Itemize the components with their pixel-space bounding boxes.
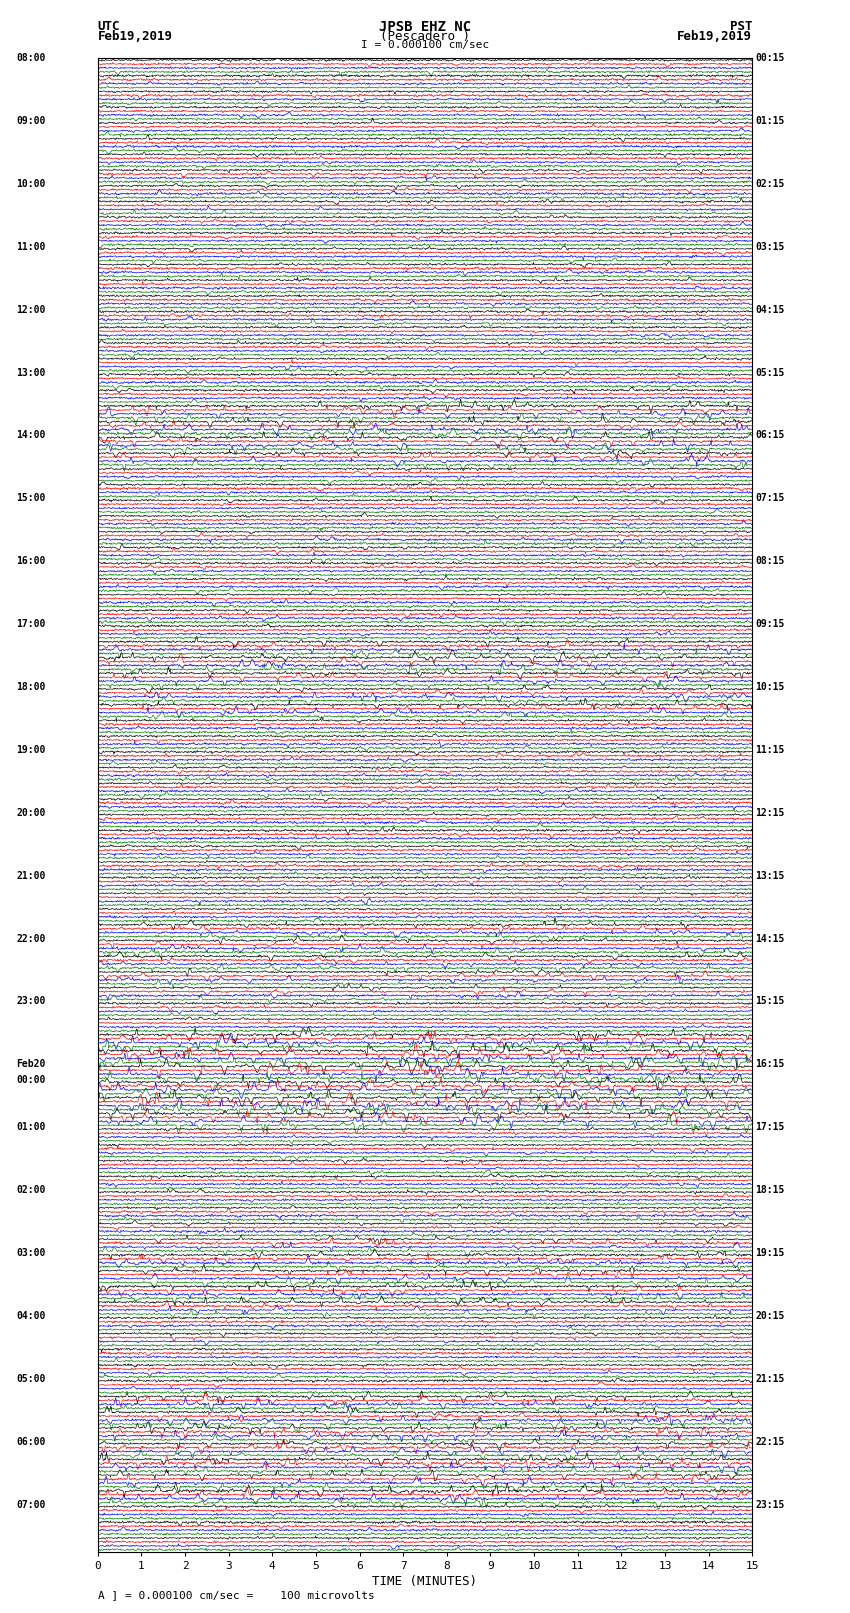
Text: 03:15: 03:15	[756, 242, 785, 252]
Text: 15:00: 15:00	[16, 494, 45, 503]
Text: 23:15: 23:15	[756, 1500, 785, 1510]
Text: 05:15: 05:15	[756, 368, 785, 377]
Text: 13:15: 13:15	[756, 871, 785, 881]
Text: 04:00: 04:00	[16, 1311, 45, 1321]
Text: 10:00: 10:00	[16, 179, 45, 189]
Text: A ] = 0.000100 cm/sec =    100 microvolts: A ] = 0.000100 cm/sec = 100 microvolts	[98, 1590, 375, 1600]
Text: 17:15: 17:15	[756, 1123, 785, 1132]
Text: Feb19,2019: Feb19,2019	[98, 31, 173, 44]
Text: 12:00: 12:00	[16, 305, 45, 315]
Text: 09:15: 09:15	[756, 619, 785, 629]
Text: 06:15: 06:15	[756, 431, 785, 440]
Text: 18:00: 18:00	[16, 682, 45, 692]
Text: 14:00: 14:00	[16, 431, 45, 440]
Text: (Pescadero ): (Pescadero )	[380, 31, 470, 44]
Text: 21:15: 21:15	[756, 1374, 785, 1384]
Text: 07:15: 07:15	[756, 494, 785, 503]
Text: JPSB EHZ NC: JPSB EHZ NC	[379, 19, 471, 34]
Text: 07:00: 07:00	[16, 1500, 45, 1510]
Text: 10:15: 10:15	[756, 682, 785, 692]
Text: 23:00: 23:00	[16, 997, 45, 1007]
Text: I = 0.000100 cm/sec: I = 0.000100 cm/sec	[361, 39, 489, 50]
Text: 02:15: 02:15	[756, 179, 785, 189]
Text: 20:15: 20:15	[756, 1311, 785, 1321]
Text: 14:15: 14:15	[756, 934, 785, 944]
Text: 21:00: 21:00	[16, 871, 45, 881]
Text: 22:15: 22:15	[756, 1437, 785, 1447]
Text: 01:15: 01:15	[756, 116, 785, 126]
Text: 09:00: 09:00	[16, 116, 45, 126]
Text: UTC: UTC	[98, 19, 120, 34]
Text: 19:00: 19:00	[16, 745, 45, 755]
Text: 02:00: 02:00	[16, 1186, 45, 1195]
Text: 17:00: 17:00	[16, 619, 45, 629]
Text: 00:15: 00:15	[756, 53, 785, 63]
Text: 00:00: 00:00	[16, 1074, 45, 1086]
X-axis label: TIME (MINUTES): TIME (MINUTES)	[372, 1574, 478, 1587]
Text: 16:00: 16:00	[16, 556, 45, 566]
Text: 11:15: 11:15	[756, 745, 785, 755]
Text: 16:15: 16:15	[756, 1060, 785, 1069]
Text: PST: PST	[730, 19, 752, 34]
Text: Feb19,2019: Feb19,2019	[677, 31, 752, 44]
Text: 18:15: 18:15	[756, 1186, 785, 1195]
Text: 15:15: 15:15	[756, 997, 785, 1007]
Text: 06:00: 06:00	[16, 1437, 45, 1447]
Text: Feb20: Feb20	[16, 1060, 45, 1069]
Text: 19:15: 19:15	[756, 1248, 785, 1258]
Text: 11:00: 11:00	[16, 242, 45, 252]
Text: 13:00: 13:00	[16, 368, 45, 377]
Text: 05:00: 05:00	[16, 1374, 45, 1384]
Text: 12:15: 12:15	[756, 808, 785, 818]
Text: 01:00: 01:00	[16, 1123, 45, 1132]
Text: 22:00: 22:00	[16, 934, 45, 944]
Text: 08:00: 08:00	[16, 53, 45, 63]
Text: 20:00: 20:00	[16, 808, 45, 818]
Text: 04:15: 04:15	[756, 305, 785, 315]
Text: 08:15: 08:15	[756, 556, 785, 566]
Text: 03:00: 03:00	[16, 1248, 45, 1258]
